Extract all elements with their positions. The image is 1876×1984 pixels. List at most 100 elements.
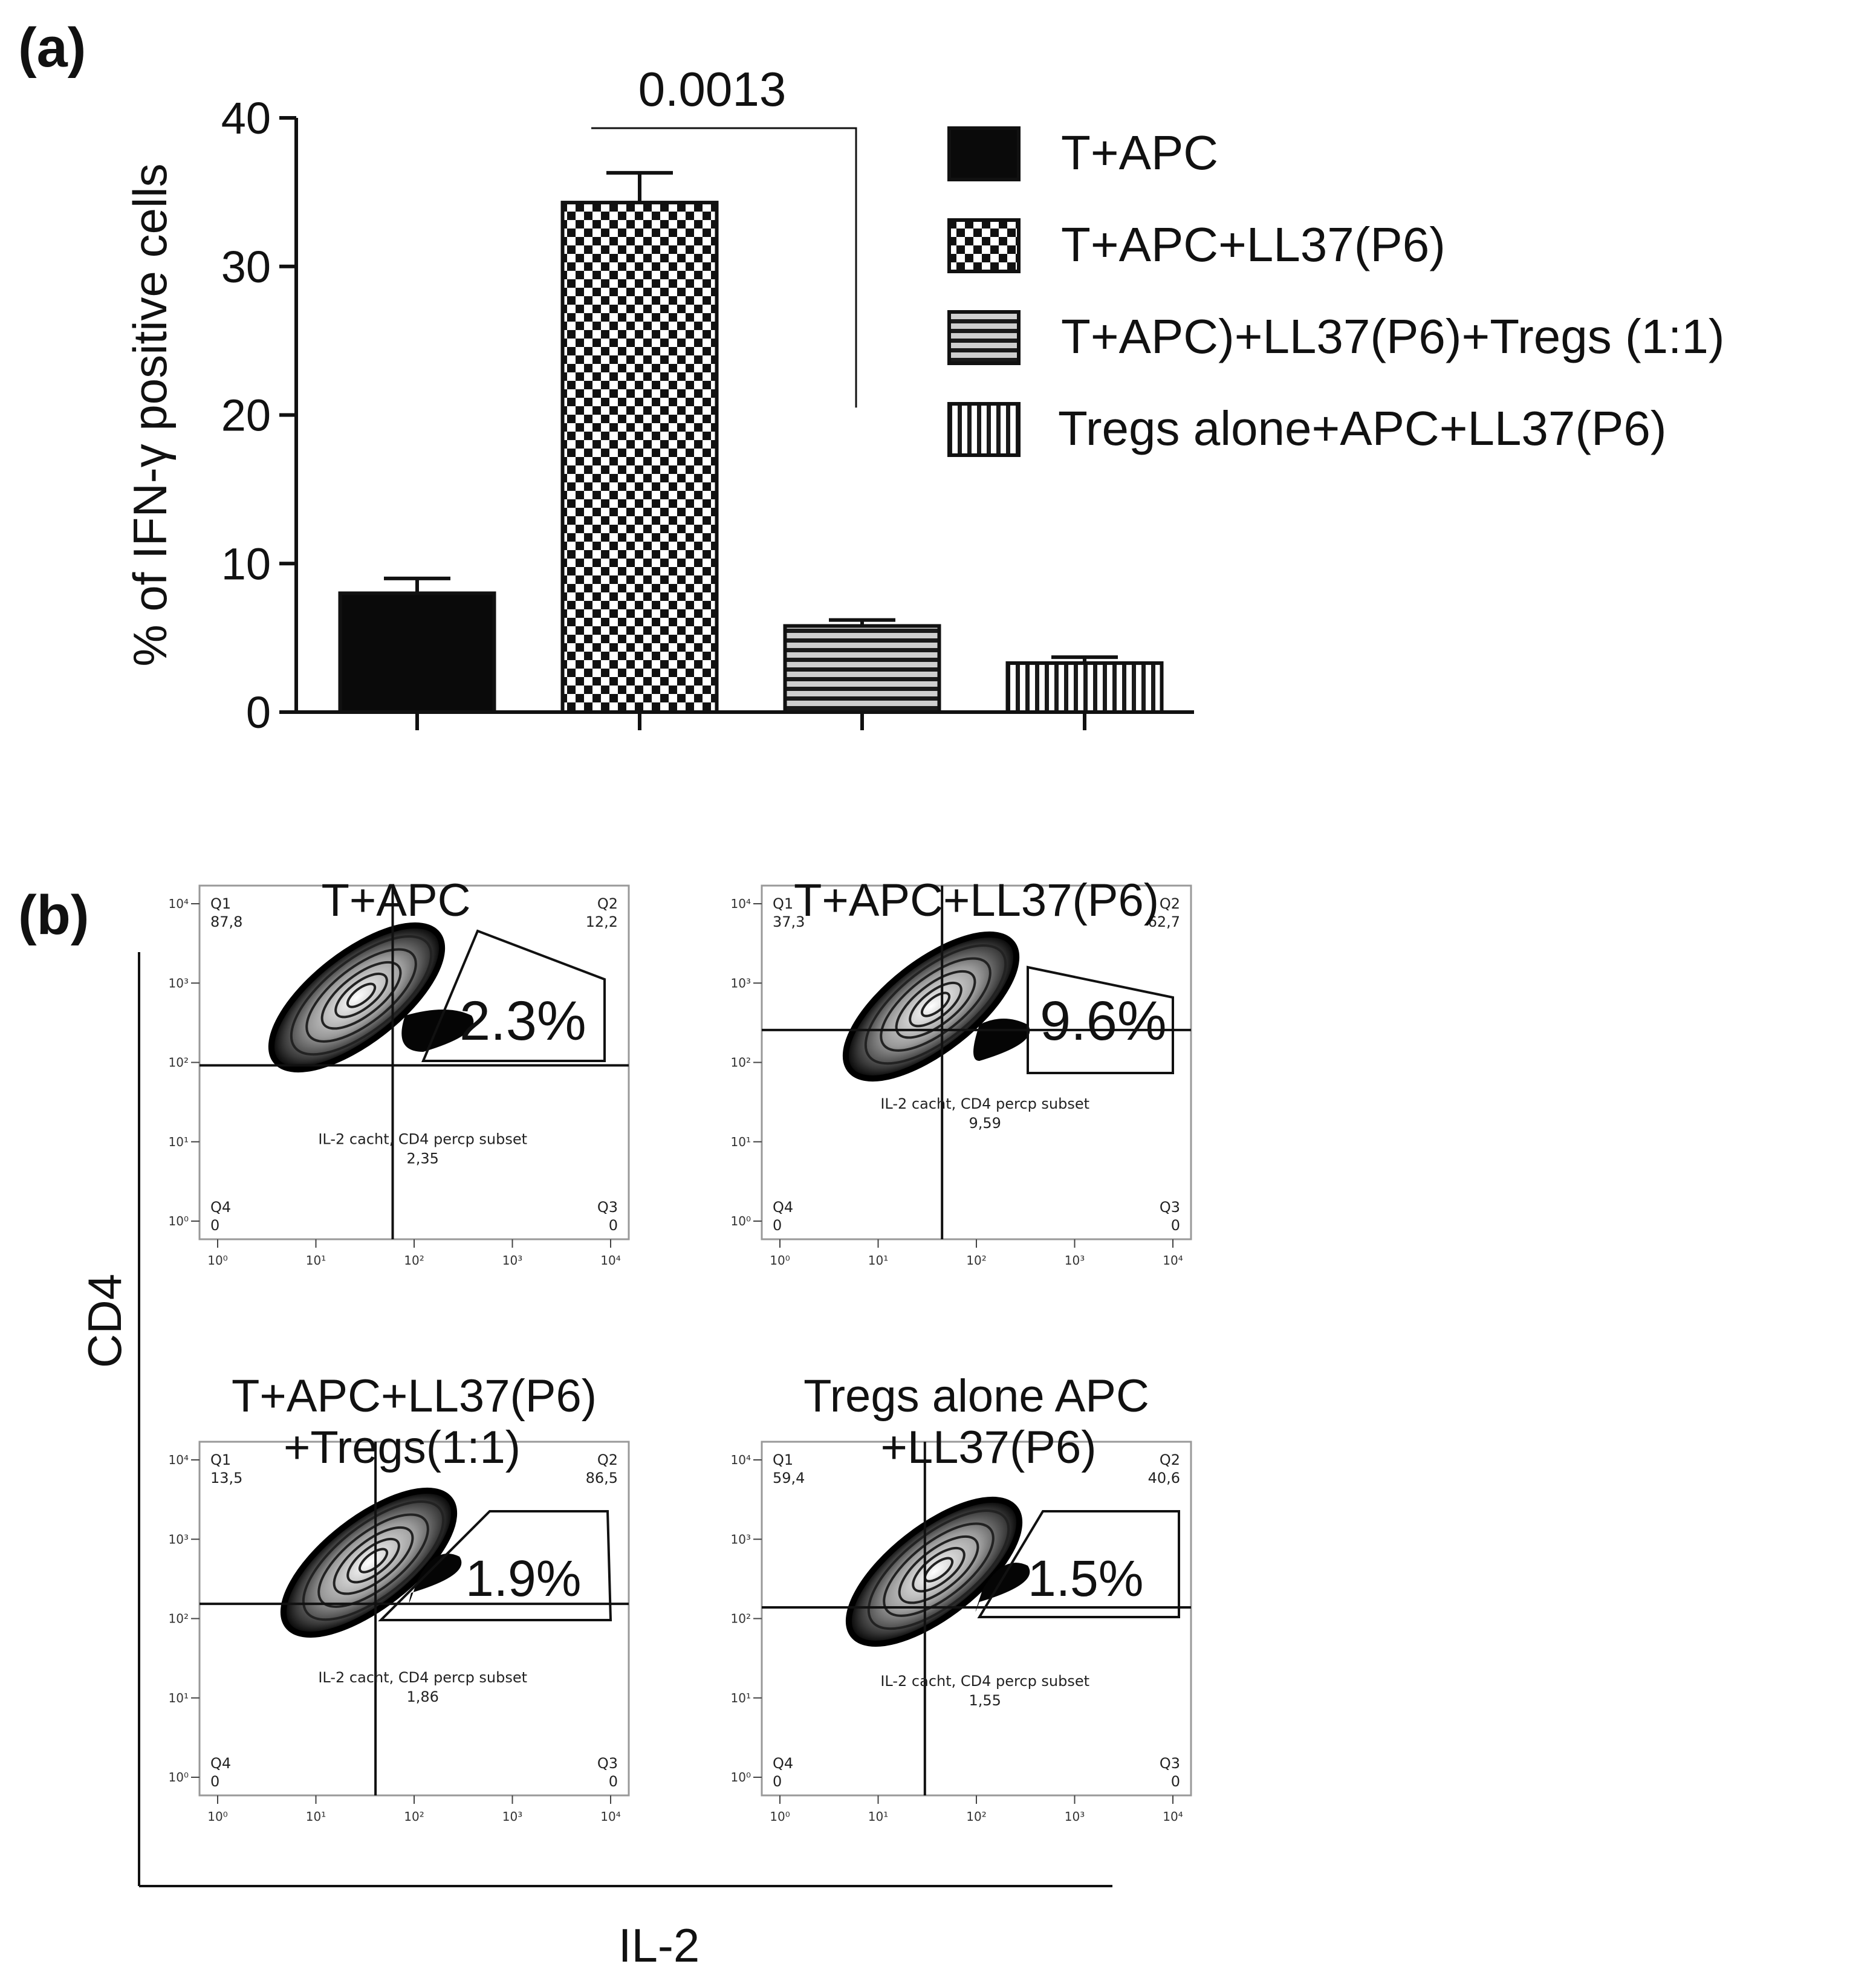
q3-label: Q3 — [1160, 1755, 1180, 1772]
y-axis-ticks: 0 10 20 30 40 — [221, 93, 296, 738]
legend-swatch-2 — [947, 218, 1021, 273]
q2-label: Q2 — [1160, 895, 1180, 912]
il2-gate — [421, 929, 606, 1062]
q3-value: 0 — [1171, 1217, 1180, 1234]
q4-value: 0 — [210, 1773, 219, 1790]
y-tick-label: 10³ — [169, 976, 189, 990]
y-tick-label: 10¹ — [169, 1691, 189, 1705]
gated-events — [409, 1554, 462, 1603]
gate-percentage: 9.6% — [1040, 990, 1167, 1052]
x-tick-label: 10⁴ — [600, 1253, 620, 1268]
bar-3 — [783, 624, 941, 714]
panel-b-frame: CD4 IL-2 — [78, 952, 1112, 1972]
cd4-axis-label: CD4 — [78, 1274, 131, 1368]
subset-label: IL-2 cacht, CD4 percp subset — [880, 1673, 1089, 1690]
q4-value: 0 — [210, 1217, 219, 1234]
q4-value: 0 — [773, 1773, 782, 1790]
il2-axis-label: IL-2 — [618, 1919, 699, 1972]
y-tick-label: 10⁴ — [169, 1453, 189, 1467]
y-tick-label: 10¹ — [169, 1135, 189, 1149]
gated-events — [975, 1563, 1030, 1612]
x-tick-label: 10² — [404, 1253, 424, 1268]
y-tick-label: 10³ — [169, 1532, 189, 1546]
y-tick-label: 10² — [731, 1055, 751, 1070]
significance-line — [591, 127, 857, 408]
legend-label-2: T+APC+LL37(P6) — [1061, 218, 1446, 271]
q1-value: 13,5 — [210, 1470, 242, 1486]
q4-label: Q4 — [773, 1755, 793, 1772]
q3-label: Q3 — [597, 1199, 618, 1216]
q1-label: Q1 — [210, 895, 231, 912]
flow-plot-frame — [761, 1441, 1192, 1797]
bar-2 — [560, 201, 719, 714]
y-tick-label: 30 — [221, 242, 271, 292]
y-tick-label: 10⁰ — [731, 1214, 751, 1228]
x-tick-label: 10⁰ — [207, 1253, 227, 1268]
q3-value: 0 — [609, 1217, 618, 1234]
y-tick-label: 10³ — [731, 1532, 751, 1546]
x-tick-label: 10⁴ — [1163, 1253, 1183, 1268]
q2-value: 12,2 — [586, 913, 618, 930]
y-tick-label: 10³ — [731, 976, 751, 990]
subset-value: 2,35 — [406, 1150, 438, 1167]
subset-label: IL-2 cacht, CD4 percp subset — [318, 1130, 527, 1147]
legend-label-4: Tregs alone+APC+LL37(P6) — [1058, 401, 1667, 455]
subset-label: IL-2 cacht, CD4 percp subset — [880, 1095, 1089, 1112]
y-tick-label: 10⁰ — [731, 1770, 751, 1785]
y-tick-label: 10⁴ — [731, 1453, 751, 1467]
subset-value: 1,86 — [406, 1688, 438, 1705]
subset-value: 9,59 — [969, 1115, 1001, 1132]
q1-value: 37,3 — [773, 913, 805, 930]
q1-value: 59,4 — [773, 1470, 805, 1486]
q4-label: Q4 — [210, 1755, 231, 1772]
y-tick-label: 10 — [221, 539, 271, 589]
gate-percentage: 1.9% — [466, 1550, 581, 1607]
y-tick-label: 10¹ — [731, 1135, 751, 1149]
y-tick-label: 20 — [221, 391, 271, 441]
x-tick-label: 10¹ — [868, 1253, 888, 1268]
y-tick-label: 40 — [221, 93, 271, 143]
plot-title: T+APC+LL37(P6) — [232, 1370, 597, 1422]
plot-title-line2: +LL37(P6) — [880, 1422, 1096, 1473]
plot-title: Tregs alone APC — [803, 1370, 1149, 1422]
x-tick-label: 10² — [404, 1809, 424, 1824]
y-tick-label: 10¹ — [731, 1691, 751, 1705]
q4-label: Q4 — [210, 1199, 231, 1216]
x-tick-label: 10⁴ — [600, 1809, 620, 1824]
legend-label-3: T+APC)+LL37(P6)+Tregs (1:1) — [1061, 310, 1725, 363]
plot-title-line2: +Tregs(1:1) — [284, 1422, 521, 1473]
q2-label: Q2 — [597, 895, 618, 912]
q1-label: Q1 — [210, 1451, 231, 1468]
q2-value: 40,6 — [1148, 1470, 1180, 1486]
x-tick-label: 10² — [966, 1809, 986, 1824]
contour-density — [842, 931, 1020, 1082]
plot-title: T+APC — [321, 875, 470, 926]
q3-label: Q3 — [1160, 1199, 1180, 1216]
legend-swatch-3 — [947, 310, 1021, 365]
plot-title: T+APC+LL37(P6) — [794, 875, 1159, 926]
q1-label: Q1 — [773, 1451, 793, 1468]
x-tick-label: 10³ — [1065, 1253, 1085, 1268]
contour-density — [280, 1487, 458, 1638]
q2-value: 86,5 — [586, 1470, 618, 1486]
x-tick-label: 10³ — [502, 1253, 522, 1268]
contour-density — [268, 922, 446, 1073]
y-tick-label: 10² — [169, 1612, 189, 1626]
x-tick-label: 10² — [966, 1253, 986, 1268]
flow-plot-3: 10⁰ 10⁰ 10¹ 10¹ 10² 10² 10³ 10³ 10⁴ 10⁴ Q1 13,5 Q2 86… — [169, 1370, 630, 1824]
x-tick-label: 10¹ — [868, 1809, 888, 1824]
legend-swatch-4 — [947, 402, 1021, 457]
y-tick-label: 10⁴ — [731, 896, 751, 911]
legend: T+APC T+APC+LL37(P6) T+APC)+LL37(P6)+Tregs… — [947, 126, 1725, 457]
flow-plot-frame — [198, 1441, 630, 1797]
chart-axes — [294, 118, 1194, 714]
x-tick-label: 10³ — [502, 1809, 522, 1824]
q4-value: 0 — [773, 1217, 782, 1234]
il2-gate — [1027, 965, 1174, 1074]
subset-label: IL-2 cacht, CD4 percp subset — [318, 1669, 527, 1686]
il2-gate — [977, 1510, 1180, 1618]
significance-label: 0.0013 — [638, 62, 787, 116]
